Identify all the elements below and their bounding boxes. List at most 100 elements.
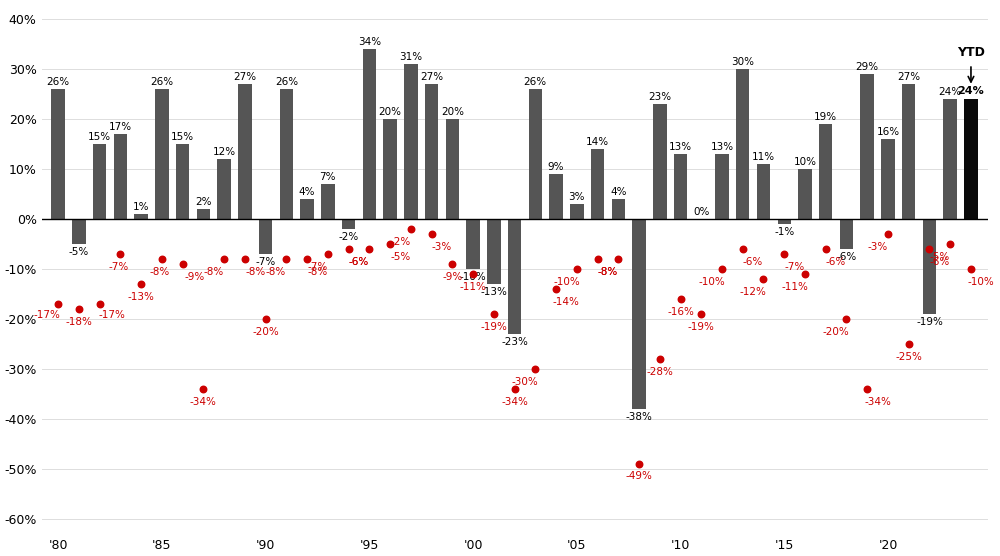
- Text: 31%: 31%: [399, 52, 422, 62]
- Bar: [93, 144, 106, 219]
- Point: [50, 300, 66, 309]
- Point: [486, 310, 502, 319]
- Text: -10%: -10%: [553, 276, 580, 286]
- Point: [901, 340, 917, 349]
- Bar: [923, 219, 936, 314]
- Text: -6%: -6%: [826, 256, 846, 266]
- Text: -8%: -8%: [598, 266, 618, 276]
- Text: 26%: 26%: [47, 77, 70, 87]
- Point: [361, 245, 377, 254]
- Text: -7%: -7%: [784, 261, 805, 271]
- Point: [71, 305, 87, 314]
- Text: 13%: 13%: [710, 142, 734, 152]
- Bar: [280, 89, 293, 219]
- Point: [403, 225, 419, 234]
- Text: -2%: -2%: [338, 232, 359, 242]
- Text: 19%: 19%: [814, 112, 837, 122]
- Point: [527, 365, 543, 374]
- Bar: [757, 164, 770, 219]
- Text: -6%: -6%: [349, 256, 369, 266]
- Text: -18%: -18%: [65, 316, 92, 326]
- Text: 14%: 14%: [586, 137, 609, 147]
- Point: [154, 255, 170, 264]
- Text: 17%: 17%: [109, 122, 132, 132]
- Text: 26%: 26%: [150, 77, 173, 87]
- Bar: [363, 49, 376, 219]
- Point: [258, 315, 274, 324]
- Point: [963, 265, 979, 274]
- Text: -1%: -1%: [774, 227, 794, 237]
- Text: 23%: 23%: [648, 92, 671, 102]
- Text: 27%: 27%: [897, 72, 920, 82]
- Text: -19%: -19%: [916, 316, 943, 326]
- Point: [859, 385, 875, 394]
- Text: 24%: 24%: [958, 86, 984, 96]
- Bar: [404, 64, 418, 219]
- Text: 0%: 0%: [693, 207, 709, 217]
- Text: 20%: 20%: [441, 107, 464, 117]
- Point: [755, 275, 771, 284]
- Bar: [300, 199, 314, 219]
- Bar: [176, 144, 189, 219]
- Text: 13%: 13%: [669, 142, 692, 152]
- Text: -8%: -8%: [598, 266, 618, 276]
- Text: -17%: -17%: [99, 310, 126, 320]
- Point: [278, 255, 294, 264]
- Point: [838, 315, 854, 324]
- Point: [880, 230, 896, 239]
- Point: [112, 250, 128, 259]
- Point: [133, 280, 149, 289]
- Text: -19%: -19%: [688, 321, 715, 331]
- Text: -34%: -34%: [190, 396, 217, 406]
- Text: -20%: -20%: [252, 326, 279, 336]
- Bar: [964, 99, 978, 219]
- Bar: [674, 154, 687, 219]
- Text: -7%: -7%: [255, 256, 276, 266]
- Text: 4%: 4%: [610, 187, 627, 197]
- Text: -23%: -23%: [501, 336, 528, 346]
- Point: [942, 240, 958, 249]
- Text: -6%: -6%: [930, 256, 950, 266]
- Point: [631, 460, 647, 469]
- Bar: [840, 219, 853, 249]
- Text: 15%: 15%: [88, 132, 111, 142]
- Bar: [197, 209, 210, 219]
- Text: 34%: 34%: [358, 37, 381, 47]
- Text: -8%: -8%: [204, 266, 224, 276]
- Bar: [155, 89, 169, 219]
- Point: [216, 255, 232, 264]
- Text: -8%: -8%: [307, 266, 328, 276]
- Bar: [778, 219, 791, 224]
- Point: [590, 255, 606, 264]
- Text: -19%: -19%: [480, 321, 507, 331]
- Text: -6%: -6%: [743, 256, 763, 266]
- Point: [652, 355, 668, 364]
- Bar: [321, 184, 335, 219]
- Text: -20%: -20%: [823, 326, 849, 336]
- Text: -34%: -34%: [864, 396, 891, 406]
- Point: [610, 255, 626, 264]
- Point: [175, 260, 191, 269]
- Text: -6%: -6%: [836, 251, 857, 261]
- Bar: [943, 99, 957, 219]
- Text: 11%: 11%: [752, 152, 775, 162]
- Text: -8%: -8%: [266, 266, 286, 276]
- Text: 9%: 9%: [548, 162, 564, 172]
- Point: [693, 310, 709, 319]
- Bar: [383, 119, 397, 219]
- Text: 12%: 12%: [213, 147, 236, 157]
- Text: -30%: -30%: [512, 376, 538, 386]
- Bar: [466, 219, 480, 269]
- Point: [341, 245, 357, 254]
- Bar: [798, 169, 812, 219]
- Text: -10%: -10%: [698, 276, 725, 286]
- Bar: [259, 219, 272, 254]
- Bar: [881, 139, 895, 219]
- Text: -3%: -3%: [867, 241, 888, 251]
- Bar: [570, 204, 584, 219]
- Text: 1%: 1%: [133, 202, 149, 212]
- Bar: [51, 89, 65, 219]
- Bar: [238, 84, 252, 219]
- Point: [818, 245, 834, 254]
- Bar: [902, 84, 915, 219]
